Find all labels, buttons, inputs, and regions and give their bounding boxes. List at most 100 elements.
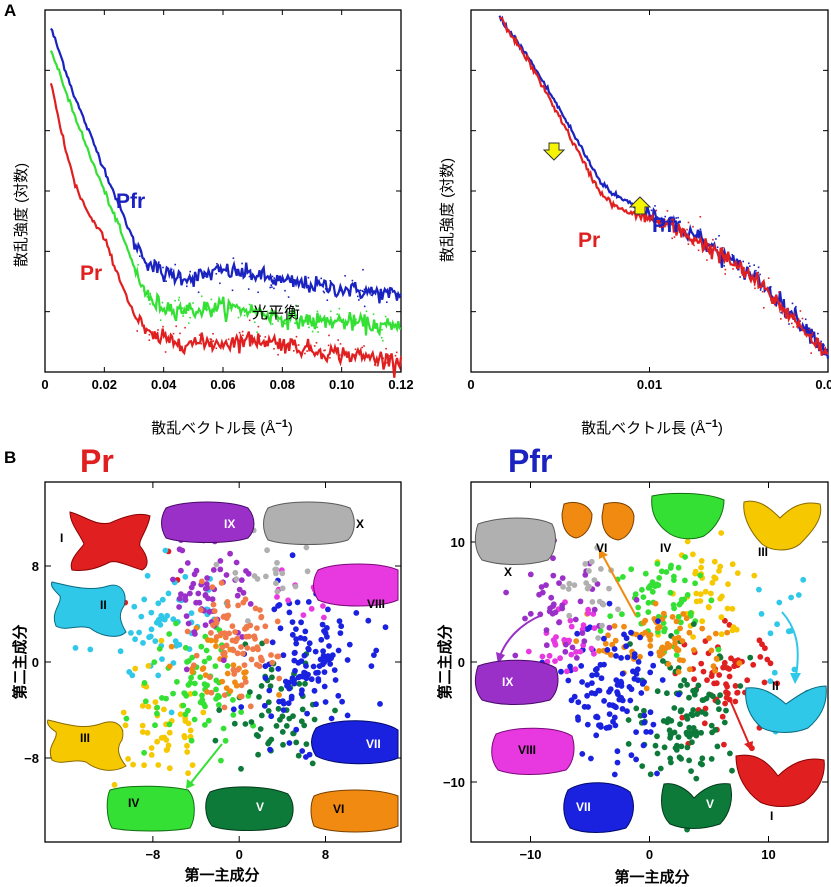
scatter-point-V — [256, 694, 262, 700]
scatter-point-VII — [338, 623, 345, 630]
scatter-point-V — [654, 750, 661, 757]
scatter-point-salmon — [184, 628, 191, 635]
x-tick-label: 0.08 — [270, 377, 295, 392]
scatter-point-I — [698, 660, 705, 667]
series-speckle — [185, 312, 188, 314]
series-speckle — [334, 348, 336, 351]
scatter-point-VII — [325, 606, 331, 613]
scatter-point-III — [163, 747, 170, 753]
series-speckle — [181, 307, 184, 309]
scatter-point-VII — [324, 633, 330, 640]
scatter-point-I — [774, 680, 781, 687]
series-speckle — [721, 262, 724, 265]
scatter-point-V — [673, 747, 680, 753]
series-speckle — [808, 327, 810, 330]
series-speckle — [647, 215, 650, 217]
series-speckle — [699, 216, 702, 218]
scatter-point-IV — [202, 703, 208, 710]
series-speckle — [376, 364, 379, 367]
scatter-point-salmon — [221, 704, 228, 711]
scatter-point-VII — [294, 599, 301, 606]
series-speckle — [338, 307, 341, 310]
scatter-point-IV — [639, 586, 645, 593]
scatter-point-IX — [547, 605, 553, 612]
scatter-point-IV — [230, 697, 236, 703]
scatter-point-X — [591, 577, 598, 583]
series-speckle — [257, 325, 260, 328]
x-axis-label-sup: −1 — [705, 418, 718, 430]
series-speckle — [754, 287, 756, 290]
scatter-point-IV — [188, 674, 195, 681]
chart-title-pr: Pr — [80, 443, 114, 479]
series-speckle — [234, 266, 236, 268]
series-speckle — [662, 225, 665, 228]
x-axis-label-text: 散乱ベクトル長 (Å — [151, 420, 275, 437]
scatter-point-V — [681, 677, 688, 684]
scatter-point-IX — [203, 581, 210, 587]
series-speckle — [361, 290, 364, 292]
svg-text:V: V — [256, 800, 264, 814]
scatter-point-III — [717, 563, 724, 570]
scatter-point-II — [155, 600, 162, 607]
series-speckle — [286, 278, 288, 281]
series-speckle — [344, 275, 346, 277]
scatter-point-IV — [212, 663, 219, 670]
scatter-point-salmon — [230, 647, 237, 654]
scatter-point-salmon — [242, 679, 249, 685]
series-speckle — [654, 205, 656, 207]
scatter-point-VII — [365, 617, 372, 624]
scatter-point-VII — [619, 670, 626, 677]
series-label-pfr: Pfr — [652, 214, 681, 237]
series-speckle — [645, 207, 648, 210]
scatter-point-IV — [154, 710, 160, 717]
series-speckle — [259, 335, 261, 337]
series-speckle — [686, 228, 688, 231]
series-speckle — [165, 307, 168, 309]
scatter-point-I — [761, 679, 768, 686]
scatter-point-IV — [173, 620, 179, 627]
scatter-point-salmon — [234, 666, 241, 673]
scatter-point-VII — [567, 663, 573, 670]
series-speckle — [388, 363, 390, 366]
series-speckle — [363, 291, 365, 293]
arrow-i — [729, 699, 753, 751]
scatter-point-VI — [672, 640, 678, 646]
scatter-point-X — [279, 570, 286, 577]
scatter-point-IX — [227, 550, 234, 557]
series-speckle — [716, 246, 719, 248]
series-speckle — [384, 359, 387, 362]
structure-inset-ii: II — [745, 679, 827, 733]
scatter-point-V — [698, 709, 705, 715]
scatter-point-salmon — [209, 584, 216, 590]
series-speckle — [243, 314, 246, 317]
series-label-pr: Pr — [578, 229, 600, 252]
scatter-point-salmon — [229, 623, 236, 630]
scatter-point-III — [181, 734, 188, 741]
series-speckle — [241, 330, 244, 333]
scatter-point-VI — [602, 640, 609, 647]
series-speckle — [677, 221, 680, 224]
scatter-point-V — [290, 713, 296, 719]
series-group-a-left — [49, 27, 403, 378]
scatter-point-IV — [205, 717, 212, 724]
series-speckle — [146, 296, 149, 298]
series-speckle — [285, 308, 288, 311]
series-speckle — [273, 348, 275, 350]
scatter-point-II — [164, 612, 171, 619]
series-speckle — [753, 264, 755, 266]
series-speckle — [179, 332, 181, 335]
series-speckle — [663, 219, 666, 221]
scatter-point-II — [785, 628, 792, 635]
scatter-point-VII — [611, 714, 618, 721]
scatter-point-IV — [192, 690, 198, 697]
scatter-point-IX — [572, 616, 579, 623]
series-speckle — [231, 289, 234, 292]
scatter-point-V — [664, 719, 671, 726]
scatter-point-III — [185, 770, 192, 777]
series-speckle — [650, 209, 653, 212]
series-speckle — [197, 291, 200, 294]
scatter-point-VI — [219, 678, 226, 685]
series-speckle — [159, 319, 162, 321]
panel-label-b: B — [4, 448, 16, 467]
scatter-point-II — [168, 709, 175, 716]
